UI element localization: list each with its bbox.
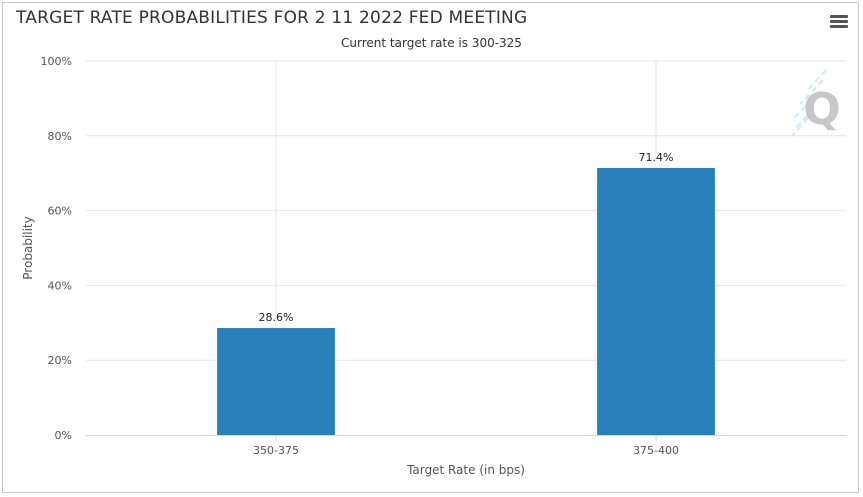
- y-tick-label: 80%: [48, 130, 72, 143]
- y-tick-label: 40%: [48, 279, 72, 292]
- y-tick-label: 20%: [48, 354, 72, 367]
- hamburger-menu-icon[interactable]: [830, 15, 848, 31]
- y-tick-label: 60%: [48, 205, 72, 218]
- bar-375-400[interactable]: [597, 167, 715, 436]
- y-axis-title: Probability: [21, 216, 35, 279]
- x-axis-title: Target Rate (in bps): [406, 463, 525, 477]
- bar-350-375[interactable]: [217, 328, 335, 435]
- chart-subtitle: Current target rate is 300-325: [341, 36, 522, 50]
- x-tick-label: 350-375: [253, 444, 299, 457]
- x-tick-label: 375-400: [633, 444, 679, 457]
- chart-title: TARGET RATE PROBABILITIES FOR 2 11 2022 …: [16, 8, 528, 28]
- svg-text:Q: Q: [803, 84, 840, 135]
- y-tick-label: 0%: [55, 429, 72, 442]
- bar-data-label: 71.4%: [639, 151, 674, 164]
- bar-data-label: 28.6%: [259, 311, 294, 324]
- y-tick-label: 100%: [41, 55, 72, 68]
- cme-quikstrike-q-logo-icon: Q: [791, 69, 841, 137]
